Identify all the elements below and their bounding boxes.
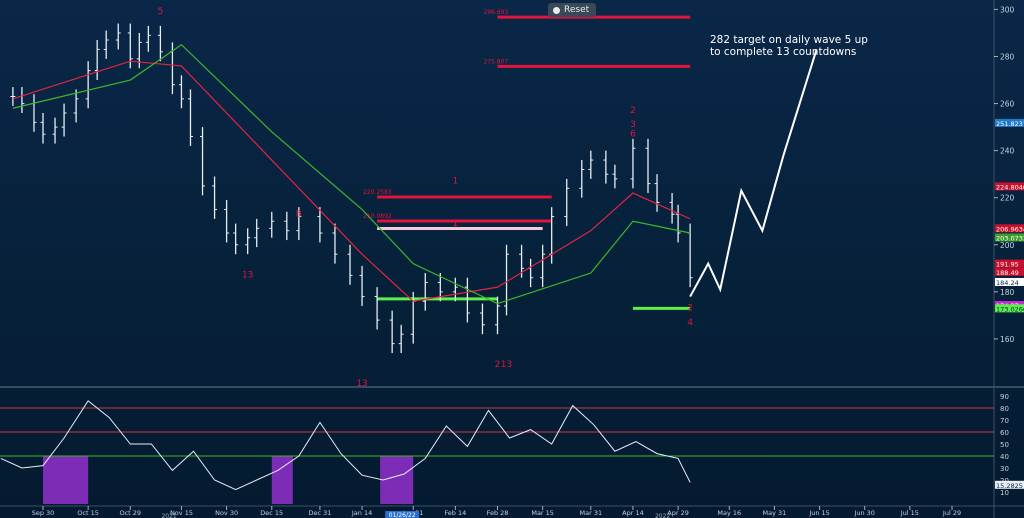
count-label: 13 (356, 379, 367, 389)
count-label: B (296, 210, 302, 220)
oscillator-y-tick-label: 90 (1000, 393, 1009, 401)
price-tag-label: 203.0733 (996, 234, 1024, 242)
oscillator-tag-label: 15.2825 (996, 482, 1023, 490)
year-label: 2022 (655, 513, 670, 518)
price-tag-box (995, 267, 1024, 276)
count-label: 1 (452, 177, 458, 187)
count-label: 13 (501, 360, 512, 370)
price-candles (10, 23, 693, 354)
price-tag-box (995, 182, 1024, 191)
date-tick-label: Jun 30 (853, 509, 875, 517)
date-tick-label: May 16 (717, 509, 741, 517)
cursor-date-label: 01/26/22 (389, 512, 416, 518)
target-annotation: 282 target on daily wave 5 up to complet… (710, 34, 868, 58)
level-label: 296.693 (484, 9, 509, 16)
price-tag-box (995, 304, 1024, 313)
oscillator-y-tick-label: 60 (1000, 429, 1009, 437)
date-tick-label: Sep 30 (32, 509, 55, 517)
date-tick-label: Jul 29 (942, 509, 961, 517)
price-y-tick-label: 200 (1000, 241, 1015, 250)
price-y-tick-label: 300 (1000, 5, 1015, 14)
count-label: 3 (630, 120, 636, 130)
date-tick-label: Apr 14 (622, 509, 644, 517)
oscillator-tag-box (995, 480, 1024, 489)
annotation-line-1: 282 target on daily wave 5 up (710, 34, 868, 46)
date-tick-label: Nov 30 (215, 509, 238, 517)
oscillator-y-tick-label: 80 (1000, 405, 1009, 413)
oscillator-line (0, 400, 691, 491)
count-label: 4 (687, 318, 693, 328)
level-label: 210.0892 (363, 213, 392, 220)
oscillator-y-tick-label: 70 (1000, 417, 1009, 425)
price-y-tick-label: 280 (1000, 52, 1015, 61)
date-tick-label: Jul 15 (900, 509, 919, 517)
price-tag-label: 173.0266 (996, 305, 1024, 313)
date-tick-label: Jun 15 (808, 509, 830, 517)
cursor-date-box (385, 511, 420, 518)
date-tick-label: Oct 15 (77, 509, 99, 517)
long-moving-average (12, 43, 691, 305)
date-tick-label: Feb 14 (444, 509, 466, 517)
oscillator-zones (43, 456, 414, 504)
price-tags: 251.8237224.8046206.9634203.0733191.9518… (995, 118, 1024, 313)
date-axis: Sep 30 Oct 15 Oct 29 Nov 15 Nov 30 Dec 15 Dec … (32, 506, 961, 518)
count-label: 5 (158, 7, 164, 17)
oscillator-zone (380, 456, 414, 504)
price-tag-box (995, 233, 1024, 242)
count-label: 2 (495, 360, 501, 370)
price-tag-box (995, 118, 1024, 127)
oscillator-y-tick-label: 30 (1000, 465, 1009, 473)
projected-wave-path (689, 49, 818, 298)
oscillator-y-tick-label: 40 (1000, 453, 1009, 461)
level-label: 220.2583 (363, 189, 392, 196)
date-tick-label: Apr 29 (667, 509, 689, 517)
oscillator-zone (271, 456, 293, 504)
count-label: C (157, 0, 163, 3)
price-y-tick-label: 160 (1000, 335, 1015, 344)
level-lines: 296.693 275.807 220.2583 210.0892 (363, 9, 691, 310)
oscillator-bands (0, 407, 994, 457)
price-y-axis: 160 180 200 220 240 260 280 300 (994, 5, 1015, 344)
level-label: 275.807 (484, 58, 509, 65)
annotation-line-2: to complete 13 countdowns (710, 46, 857, 58)
count-label: 2 (687, 304, 693, 314)
count-label: 2 (630, 106, 636, 116)
count-label: 1 (452, 219, 458, 229)
date-tick-label: Dec 15 (260, 509, 283, 517)
price-tag-box (995, 259, 1024, 268)
price-tag-label: 191.95 (996, 261, 1019, 269)
date-tick-label: Feb 28 (487, 509, 509, 517)
price-tag-label: 224.8046 (996, 183, 1024, 191)
reset-label: Reset (564, 5, 590, 15)
reset-icon (553, 6, 560, 14)
price-tag-box (995, 224, 1024, 233)
price-tag-box (995, 277, 1024, 286)
date-tick-label: Oct 29 (119, 509, 141, 517)
count-label: 13 (242, 271, 253, 281)
date-tick-label: Mar 31 (580, 509, 603, 517)
year-label: 2021 (161, 513, 176, 518)
date-tick-label: May 31 (763, 509, 787, 517)
price-y-tick-label: 260 (1000, 100, 1015, 109)
count-label: 6 (630, 130, 636, 140)
date-tick-label: Jan 14 (351, 509, 372, 517)
oscillator-y-tick-label: 10 (1000, 489, 1009, 497)
date-tick-label: Nov 15 (170, 509, 193, 517)
price-y-tick-label: 240 (1000, 147, 1015, 156)
price-tag-label: 251.8237 (996, 120, 1024, 128)
price-y-tick-label: 220 (1000, 194, 1015, 203)
price-tag-label: 184.24 (996, 279, 1019, 287)
oscillator-zone (43, 456, 89, 504)
reset-button[interactable]: Reset (548, 3, 597, 17)
count-annotations: 5CB11213131323624 (157, 0, 693, 389)
short-moving-average (12, 60, 691, 302)
price-tag-label: 188.49 (996, 269, 1019, 277)
date-tick-label: Dec 31 (308, 509, 331, 517)
price-tag-label: 206.9634 (996, 225, 1024, 233)
date-tick-label: Mar 15 (531, 509, 554, 517)
oscillator-y-tick-label: 50 (1000, 441, 1009, 449)
price-y-tick-label: 180 (1000, 288, 1015, 297)
